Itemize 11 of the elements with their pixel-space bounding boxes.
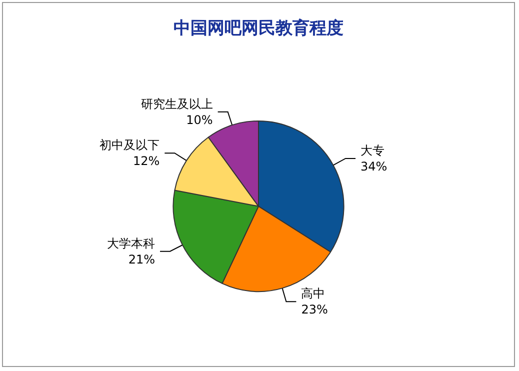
data-label: 23% (301, 302, 328, 317)
slice-label: 研究生及以上 (140, 96, 213, 111)
data-label: 34% (360, 159, 388, 174)
slice-label: 高中 (301, 286, 326, 301)
data-label: 12% (132, 154, 160, 168)
slice-label: 大专 (360, 143, 385, 158)
slice-label: 初中及以下 (100, 138, 160, 152)
chart-title: 中国网吧网民教育程度 (174, 18, 344, 38)
slice-label: 大学本科 (107, 236, 156, 250)
data-label: 10% (186, 112, 213, 127)
data-label: 21% (128, 252, 156, 266)
